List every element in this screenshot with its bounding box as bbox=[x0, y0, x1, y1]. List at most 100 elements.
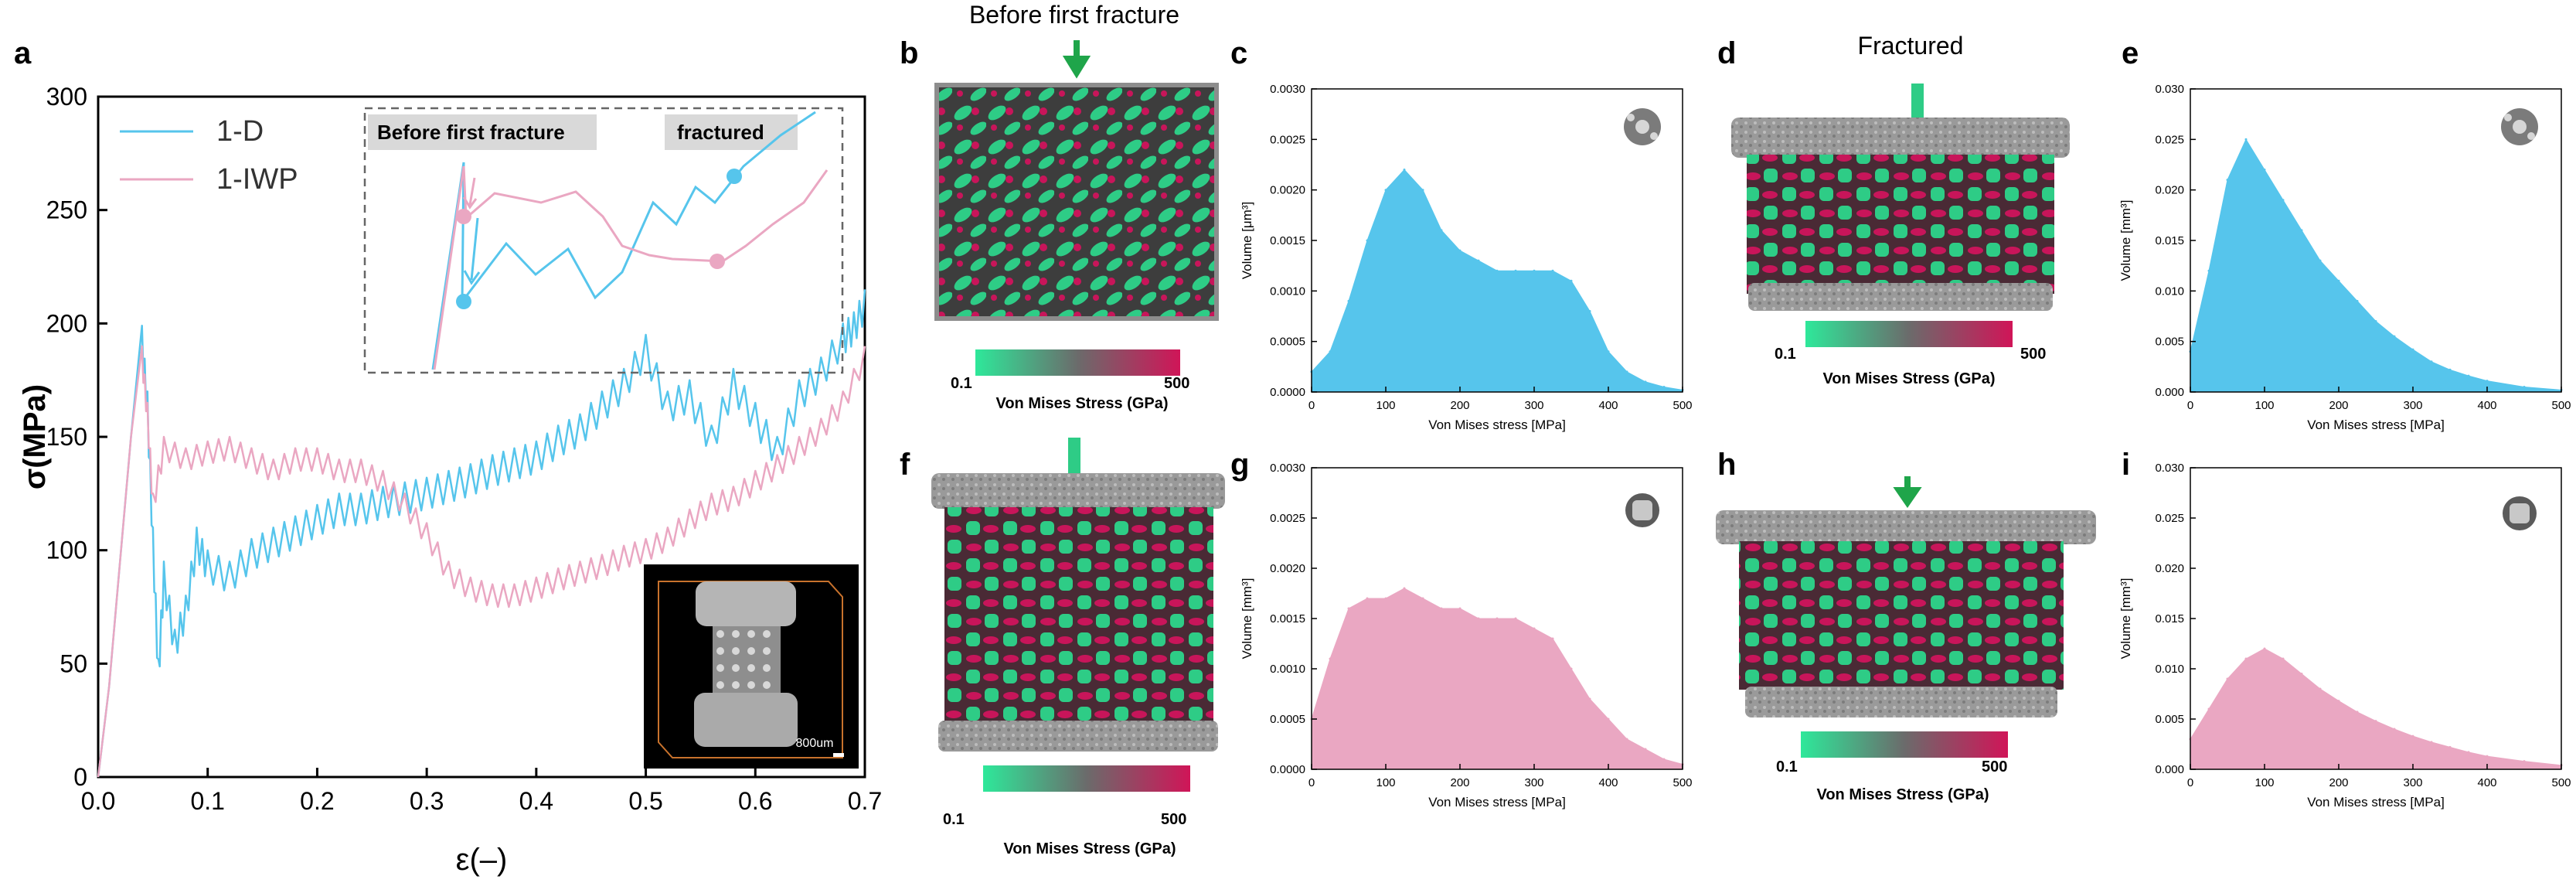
histogram-i-point bbox=[2319, 687, 2322, 690]
top-platen-f bbox=[931, 473, 1225, 509]
histogram-i-point bbox=[2337, 700, 2340, 703]
histogram-c-xtick-label: 100 bbox=[1376, 399, 1395, 412]
histogram-i: 0 100 200 300 400 500 0.000 0.005 0.010 0.015 0.02… bbox=[2118, 462, 2571, 809]
histogram-e-point bbox=[2523, 386, 2526, 388]
histogram-g-point bbox=[1607, 717, 1610, 721]
histogram-c-ytick-label: 0.0025 bbox=[1270, 133, 1305, 146]
histogram-i-point bbox=[2263, 647, 2266, 650]
heading-fractured: Fractured bbox=[1858, 32, 1964, 60]
chart-a-xtick-label: 0.3 bbox=[410, 787, 444, 815]
histogram-g-ytick-label: 0.0025 bbox=[1270, 512, 1305, 525]
histogram-g: 0 100 200 300 400 500 0.0000 0.0005 0.0010 0.0015… bbox=[1240, 462, 1693, 809]
histogram-e-xtick-label: 100 bbox=[2254, 399, 2274, 412]
lattice-render-b bbox=[937, 85, 1217, 319]
histogram-e-point bbox=[2411, 348, 2414, 351]
histogram-c-xtick-label: 0 bbox=[1308, 399, 1315, 412]
lattice-render-f bbox=[944, 507, 1213, 725]
histogram-g-point bbox=[1440, 607, 1443, 610]
histogram-i-xtick-label: 0 bbox=[2187, 776, 2193, 789]
panel-letter-f: f bbox=[900, 448, 910, 482]
histogram-g-point bbox=[1366, 597, 1369, 600]
histogram-g-ytick-label: 0.0030 bbox=[1270, 462, 1305, 475]
histogram-e-xtick-label: 500 bbox=[2551, 399, 2571, 412]
histogram-i-ylabel: Volume [mm³] bbox=[2118, 578, 2133, 660]
histogram-c-point bbox=[1533, 269, 1536, 272]
load-rod-icon bbox=[1911, 84, 1924, 124]
top-platen-h bbox=[1716, 510, 2096, 544]
histogram-c-point bbox=[1496, 269, 1499, 272]
histogram-g-point bbox=[1496, 617, 1499, 620]
inset-label-box-before bbox=[368, 114, 597, 150]
histogram-i-point bbox=[2523, 760, 2526, 763]
unit-cell-icon-i bbox=[2503, 496, 2537, 530]
histogram-i-point bbox=[2244, 657, 2248, 660]
legend-label-1iwp: 1-IWP bbox=[216, 163, 298, 196]
histogram-g-point bbox=[1570, 667, 1573, 670]
histogram-g-area bbox=[1311, 588, 1683, 770]
inset-marker-1iwp-fractured bbox=[710, 254, 725, 269]
panel-letter-d: d bbox=[1717, 36, 1736, 70]
histogram-e-point bbox=[2393, 335, 2396, 338]
histogram-e-point bbox=[2226, 179, 2229, 182]
chart-a-ytick-label: 150 bbox=[46, 423, 87, 451]
unit-cell-icon-e bbox=[2501, 108, 2538, 145]
histogram-i-xtick-label: 500 bbox=[2551, 776, 2571, 789]
heading-before-fracture: Before first fracture bbox=[969, 1, 1179, 29]
chart-a-ytick-label: 0 bbox=[73, 763, 87, 791]
histogram-i-ytick-label: 0.030 bbox=[2155, 462, 2184, 475]
histogram-c-ytick-label: 0.0030 bbox=[1270, 83, 1305, 96]
histogram-e-xtick-label: 300 bbox=[2403, 399, 2422, 412]
panel-letter-g: g bbox=[1230, 448, 1249, 482]
histogram-e-point bbox=[2430, 360, 2433, 363]
histogram-i-ytick-label: 0.005 bbox=[2155, 713, 2184, 726]
ct-lattice-nodes bbox=[716, 630, 771, 689]
colorbar-b-min: 0.1 bbox=[951, 375, 972, 392]
render-h-fractured-1iwp: 0.1 500 Von Mises Stress (GPa) bbox=[1716, 476, 2096, 803]
colorbar-d-max: 500 bbox=[2020, 346, 2046, 363]
load-arrow-h-icon bbox=[1893, 476, 1922, 509]
colorbar-d-min: 0.1 bbox=[1775, 346, 1796, 363]
histogram-i-point bbox=[2430, 741, 2433, 744]
panel-letter-e: e bbox=[2122, 36, 2139, 70]
ct-top-platen bbox=[696, 581, 796, 626]
histogram-c-xtick-label: 400 bbox=[1598, 399, 1618, 412]
chart-a-xtick-label: 0.1 bbox=[190, 787, 224, 815]
histogram-c-ytick-label: 0.0020 bbox=[1270, 184, 1305, 197]
histogram-c-ytick-label: 0.0000 bbox=[1270, 386, 1305, 399]
histogram-g-point bbox=[1347, 607, 1350, 610]
histogram-e-point bbox=[2300, 229, 2303, 232]
histogram-e-ytick-label: 0.000 bbox=[2155, 386, 2184, 399]
histogram-i-ytick-label: 0.015 bbox=[2155, 612, 2184, 625]
chart-a-ytick-label: 100 bbox=[46, 537, 87, 564]
chart-a-lines bbox=[97, 289, 866, 778]
histogram-i-point bbox=[2356, 711, 2359, 714]
inset-marker-1d-before bbox=[456, 294, 471, 309]
chart-a-xtick-label: 0.2 bbox=[300, 787, 334, 815]
histogram-e-ytick-label: 0.010 bbox=[2155, 285, 2184, 298]
chart-a-xtick-label: 0.6 bbox=[738, 787, 772, 815]
histogram-g-point bbox=[1514, 617, 1517, 620]
histogram-c-xtick-label: 500 bbox=[1673, 399, 1692, 412]
colorbar-h-label: Von Mises Stress (GPa) bbox=[1816, 786, 1989, 803]
histogram-c-point bbox=[1421, 189, 1424, 192]
histogram-i-xtick-label: 300 bbox=[2403, 776, 2422, 789]
chart-a-xtick-label: 0.5 bbox=[628, 787, 662, 815]
histogram-g-point bbox=[1551, 637, 1554, 640]
top-platen-d bbox=[1731, 118, 2070, 158]
stress-strain-chart: 0.0 0.1 0.2 0.3 0.4 0.5 0.6 0.7 0 50 100 150 200 250 3… bbox=[18, 83, 882, 877]
histogram-i-point bbox=[2374, 720, 2377, 723]
histogram-e-xlabel: Von Mises stress [MPa] bbox=[2307, 418, 2445, 432]
colorbar-h-max: 500 bbox=[1982, 758, 2007, 775]
inset-label-before: Before first fracture bbox=[377, 121, 565, 144]
histogram-c: 0 100 200 300 400 500 0.0000 0.0005 0.0010 0.0015… bbox=[1240, 83, 1693, 432]
histogram-g-xlabel: Von Mises stress [MPa] bbox=[1428, 795, 1566, 809]
histogram-e-point bbox=[2319, 259, 2322, 262]
histogram-i-point bbox=[2300, 673, 2303, 675]
histogram-e-ytick-label: 0.030 bbox=[2155, 83, 2184, 96]
histogram-e-xtick-label: 400 bbox=[2477, 399, 2496, 412]
bottom-platen-h bbox=[1745, 687, 2057, 717]
ct-bounding-box bbox=[658, 581, 843, 758]
colorbar-b-max: 500 bbox=[1164, 375, 1189, 392]
load-arrow-icon bbox=[1062, 40, 1091, 79]
